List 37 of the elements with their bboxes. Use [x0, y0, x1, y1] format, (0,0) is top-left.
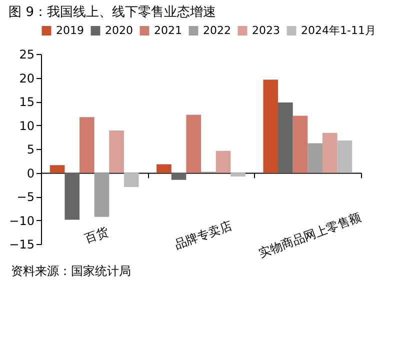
chart-title: 图 9：我国线上、线下零售业态增速	[8, 5, 216, 20]
y-tick-label: 0	[26, 166, 34, 180]
bar	[64, 172, 80, 220]
legend-label: 2019	[56, 24, 84, 37]
bar	[278, 102, 293, 173]
y-tick-label: −10	[9, 214, 34, 228]
bar	[230, 172, 246, 177]
bar	[94, 172, 110, 217]
bar	[124, 172, 139, 187]
legend-label: 2023	[252, 24, 280, 37]
y-tick-label: −5	[16, 190, 34, 204]
y-tick-label: 10	[19, 118, 34, 133]
bar	[337, 140, 352, 173]
y-tick-label: 5	[26, 142, 34, 156]
y-tick-label: 25	[19, 48, 34, 62]
text: 资料来源：国家统计局	[11, 264, 131, 278]
legend-label: 2024年1-11月	[301, 24, 376, 37]
bar	[171, 172, 186, 180]
bar	[50, 165, 65, 173]
y-tick-label: 15	[19, 95, 34, 109]
legend-label: 2021	[154, 24, 182, 37]
x-tick-label: 品牌专卖店	[172, 218, 234, 252]
x-tick-label: 百货	[82, 224, 110, 246]
bar	[308, 143, 322, 173]
x-tick-label: 实物商品网上零售额	[256, 210, 364, 260]
bar	[80, 117, 94, 173]
y-tick-label: 20	[19, 71, 34, 86]
bar	[186, 114, 201, 173]
bar	[263, 80, 278, 173]
bar	[292, 116, 308, 173]
y-tick-label: −15	[9, 238, 34, 252]
bar	[322, 132, 338, 173]
legend-label: 2020	[105, 24, 133, 37]
bar	[109, 130, 124, 173]
bar	[216, 150, 231, 173]
bar	[156, 164, 172, 173]
legend-label: 2022	[203, 24, 231, 37]
